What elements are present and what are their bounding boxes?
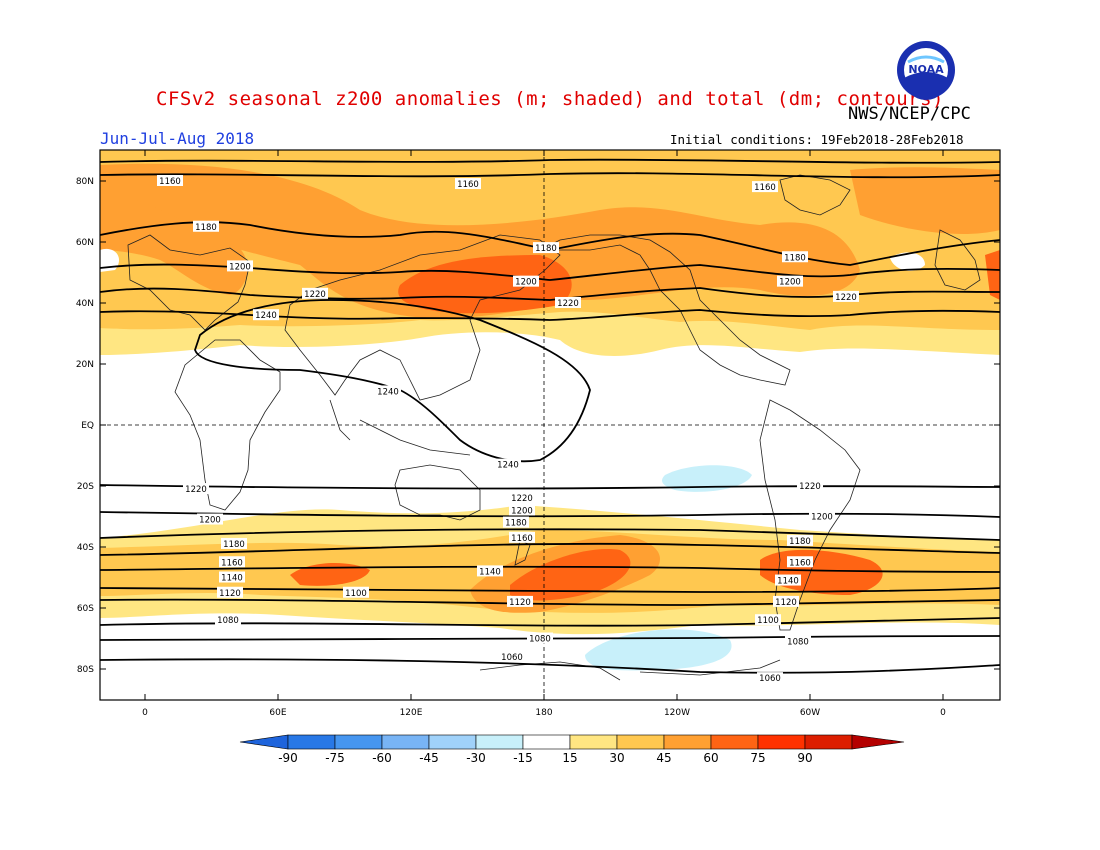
latitude-axis: 80N 60N 40N 20N EQ 20S 40S 60S 80S [76,177,1000,675]
initial-conditions: Initial conditions: 19Feb2018-28Feb2018 [670,132,964,147]
colorbar-label: 60 [703,751,718,765]
colorbar-max-arrow [851,734,905,750]
lat-tick-label: 80S [77,665,94,675]
contour-label: 1160 [159,177,181,187]
contour-label: 1240 [377,387,399,397]
contour-label: 1140 [479,567,501,577]
contour-label: 1060 [501,653,523,663]
colorbar-label: -30 [466,751,486,765]
colorbar-label: 75 [750,751,765,765]
lat-tick-label: 60S [77,604,94,614]
map-title: CFSv2 seasonal z200 anomalies (m; shaded… [156,88,944,110]
contour-label: 1180 [195,223,217,233]
contour-label: 1200 [229,262,251,272]
contour-label: 1180 [505,519,527,529]
noaa-logo-icon: NOAA [897,41,955,100]
lon-tick-label: 60W [800,708,820,718]
longitude-axis: 0 60E 120E 180 120W 60W 0 [142,150,946,718]
contour-label: 1060 [759,674,781,684]
contour-label: 1160 [754,183,776,193]
forecast-period: Jun-Jul-Aug 2018 [100,129,255,148]
lat-tick-label: 20S [77,482,94,492]
lon-tick-label: 120E [400,708,423,718]
colorbar-swatch [428,734,477,750]
lon-tick-label: 60E [269,708,286,718]
contour-label: 1200 [199,516,221,526]
logo-text: NOAA [908,63,944,76]
contour-label: 1160 [221,558,243,568]
contour-label: 1120 [509,598,531,608]
contour-label: 1200 [779,278,801,288]
lat-tick-label: 40S [77,543,94,553]
colorbar-swatch [616,734,665,750]
contour-label: 1200 [515,278,537,288]
agency-label: NWS/NCEP/CPC [848,104,971,124]
lat-tick-label: 80N [76,177,94,187]
contour-label: 1080 [217,616,239,626]
lat-tick-label: 40N [76,299,94,309]
contour-label: 1140 [221,574,243,584]
contour-labels: 1160 1160 1160 1180 1180 1180 1200 1200 1200 1220… [157,175,859,684]
contour-label: 1220 [799,482,821,492]
lat-tick-label: EQ [81,421,94,431]
colorbar-swatch [522,734,571,750]
contour-label: 1220 [557,299,579,309]
contour-label: 1100 [345,589,367,599]
contour-label: 1120 [219,589,241,599]
colorbar-min-arrow [239,734,289,750]
lon-tick-label: 0 [142,708,148,718]
lon-tick-label: 120W [664,708,690,718]
contour-label: 1080 [529,635,551,645]
contour-label: 1220 [511,494,533,504]
lat-tick-label: 20N [76,360,94,370]
colorbar-label: -60 [372,751,392,765]
colorbar-label: 45 [656,751,671,765]
colorbar-label: -75 [325,751,345,765]
coastlines [127,174,981,681]
contour-label: 1200 [511,506,533,516]
contour-label: 1240 [497,461,519,471]
contour-label: 1180 [535,244,557,254]
colorbar-label: -90 [278,751,298,765]
lat-tick-label: 60N [76,238,94,248]
contour-label: 1240 [255,311,277,321]
contour-label: 1220 [304,290,326,300]
colorbar-swatch [475,734,524,750]
contour-label: 1180 [789,537,811,547]
contour-label: 1220 [835,293,857,303]
contour-label: 1180 [784,253,806,263]
contour-label: 1220 [185,485,207,495]
colorbar-label: -45 [419,751,439,765]
colorbar-swatch [381,734,430,750]
contour-label: 1080 [787,638,809,648]
colorbar: -90 -75 -60 -45 -30 -15 15 30 45 60 75 90 [239,734,905,765]
contour-label: 1140 [777,577,799,587]
colorbar-swatch [757,734,806,750]
colorbar-swatch [663,734,712,750]
colorbar-label: 30 [609,751,624,765]
contour-label: 1120 [775,598,797,608]
colorbar-label: -15 [513,751,533,765]
colorbar-label: 90 [797,751,812,765]
colorbar-swatch [710,734,759,750]
lon-tick-label: 180 [535,708,552,718]
contour-label: 1200 [811,513,833,523]
colorbar-swatch [334,734,383,750]
colorbar-label: 15 [562,751,577,765]
contour-label: 1160 [457,180,479,190]
contour-label: 1100 [757,616,779,626]
lon-tick-label: 0 [940,708,946,718]
contour-label: 1160 [789,558,811,568]
contour-label: 1180 [223,540,245,550]
colorbar-swatch [287,734,336,750]
colorbar-swatch [804,734,853,750]
graticule [100,150,1000,700]
colorbar-swatch [569,734,618,750]
contour-label: 1160 [511,534,533,544]
